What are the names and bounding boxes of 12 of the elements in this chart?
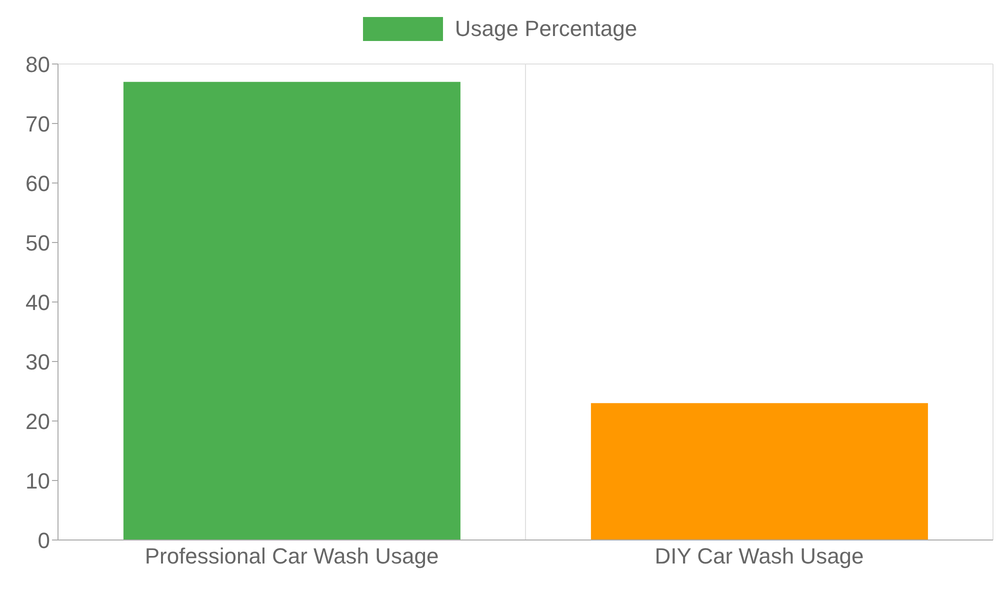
legend-label: Usage Percentage (454, 16, 638, 42)
y-tick-label: 80 (26, 52, 50, 77)
y-tick-label: 0 (38, 528, 50, 553)
y-tick-label: 60 (26, 170, 50, 196)
x-tick-label: Professional Car Wash Usage (144, 544, 439, 569)
y-tick-label: 10 (26, 468, 50, 494)
y-tick-label: 70 (26, 111, 50, 136)
y-tick-label: 40 (26, 290, 50, 315)
x-tick-label: DIY Car Wash Usage (654, 544, 864, 569)
y-tick-label: 20 (26, 408, 50, 434)
y-tick-label: 30 (26, 349, 50, 374)
y-tick-label: 50 (26, 230, 50, 256)
